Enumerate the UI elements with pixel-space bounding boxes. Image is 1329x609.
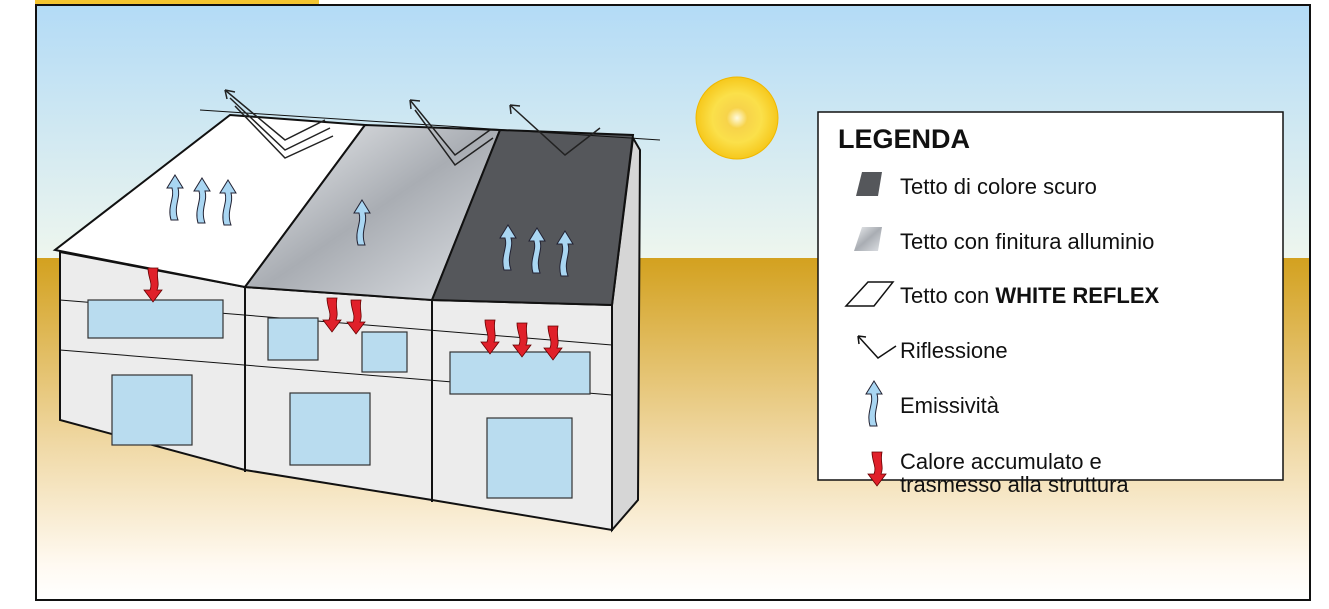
legend-item: Tetto con bbox=[900, 283, 995, 308]
legend-item: Tetto con WHITE REFLEX bbox=[900, 283, 1159, 308]
legend: LEGENDA Tetto di colore scuro Tetto con … bbox=[818, 112, 1283, 497]
legend-item: Tetto di colore scuro bbox=[900, 174, 1097, 199]
illustration: LEGENDA Tetto di colore scuro Tetto con … bbox=[0, 0, 1329, 609]
legend-item: trasmesso alla struttura bbox=[900, 472, 1129, 497]
legend-item: Riflessione bbox=[900, 338, 1008, 363]
sun bbox=[696, 77, 778, 159]
legend-title: LEGENDA bbox=[838, 124, 970, 154]
legend-item: Tetto con finitura alluminio bbox=[900, 229, 1154, 254]
legend-item-bold: WHITE REFLEX bbox=[995, 283, 1159, 308]
legend-item: Calore accumulato e bbox=[900, 449, 1102, 474]
legend-item: Emissività bbox=[900, 393, 1000, 418]
